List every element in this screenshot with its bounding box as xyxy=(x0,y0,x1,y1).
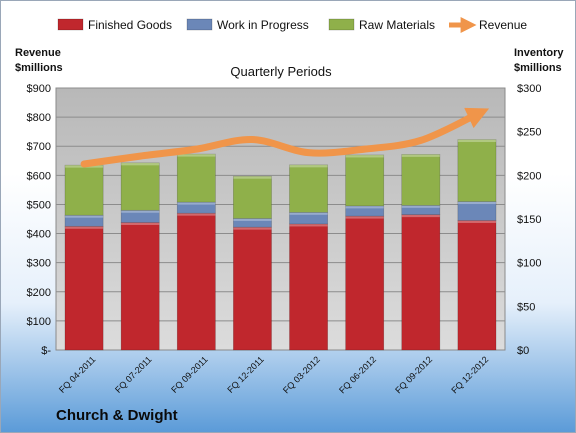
bar-raw-materials xyxy=(233,175,272,219)
bar-top-highlight xyxy=(233,227,272,230)
right-axis-title-line1: Inventory xyxy=(514,47,564,59)
right-tick-label: $150 xyxy=(517,214,541,226)
bar-raw-materials xyxy=(457,139,497,202)
left-tick-label: $600 xyxy=(27,170,51,182)
bar-finished-goods xyxy=(64,225,104,351)
left-tick-label: $700 xyxy=(27,141,51,153)
legend-swatch xyxy=(328,18,355,31)
legend: Finished Goods Work in Progress Raw Materi… xyxy=(57,16,527,34)
bar-raw-materials xyxy=(176,153,216,203)
bar-finished-goods xyxy=(120,222,160,351)
bar-top-highlight xyxy=(345,216,384,219)
right-tick-label: $250 xyxy=(517,127,541,139)
bar-finished-goods xyxy=(401,214,441,351)
bar-top-highlight xyxy=(401,205,440,208)
x-tick-label: FQ 12-2012 xyxy=(449,354,490,395)
bar-top-highlight xyxy=(457,201,497,205)
right-tick-label: $100 xyxy=(517,258,541,270)
bar-top-highlight xyxy=(457,139,497,143)
plot-title: Quarterly Periods xyxy=(230,64,332,79)
right-tick-label: $50 xyxy=(517,301,535,313)
bar-top-highlight xyxy=(233,176,272,179)
left-axis-ticks: $- $100 $200 $300 $400 $500 $600 $700 $800 $900 xyxy=(27,83,52,357)
x-axis-ticks: FQ 04-2011 FQ 07-2011 FQ 09-2011 FQ 12-2011… xyxy=(57,354,490,395)
x-tick-label: FQ 07-2011 xyxy=(113,354,154,395)
right-tick-label: $300 xyxy=(517,83,541,95)
bar-top-highlight xyxy=(289,164,328,168)
right-tick-label: $200 xyxy=(517,170,541,182)
left-tick-label: $800 xyxy=(27,112,51,124)
left-tick-label: $400 xyxy=(27,229,51,241)
bar-top-highlight xyxy=(457,220,497,223)
x-tick-label: FQ 12-2011 xyxy=(225,354,266,395)
left-tick-label: $500 xyxy=(27,199,51,211)
left-axis-title-line2: $millions xyxy=(15,62,63,74)
bar-top-highlight xyxy=(233,218,272,221)
left-tick-label: $200 xyxy=(27,287,51,299)
right-tick-label: $0 xyxy=(517,345,529,357)
left-tick-label: $300 xyxy=(27,258,51,270)
bar-top-highlight xyxy=(345,205,384,209)
bar-top-highlight xyxy=(121,210,160,213)
company-name: Church & Dwight xyxy=(56,407,178,424)
left-axis-title-line1: Revenue xyxy=(15,47,61,59)
x-tick-label: FQ 03-2012 xyxy=(281,354,322,395)
right-axis-title-line2: $millions xyxy=(514,62,562,74)
bar-work-in-progress xyxy=(457,201,497,221)
bar-top-highlight xyxy=(121,222,160,225)
legend-label: Finished Goods xyxy=(88,18,172,32)
revenue-line xyxy=(80,107,490,168)
left-tick-label: $900 xyxy=(27,83,51,95)
legend-swatch xyxy=(57,18,84,31)
legend-swatch xyxy=(186,18,213,31)
bar-top-highlight xyxy=(401,154,440,157)
bar-top-highlight xyxy=(177,213,216,216)
bar-top-highlight xyxy=(401,214,440,218)
bar-top-highlight xyxy=(289,212,328,215)
bar-top-highlight xyxy=(64,226,104,229)
x-tick-label: FQ 04-2011 xyxy=(57,354,98,395)
x-tick-label: FQ 09-2012 xyxy=(393,354,434,395)
bar-top-highlight xyxy=(345,154,384,158)
legend-label: Work in Progress xyxy=(217,18,309,32)
left-tick-label: $- xyxy=(41,345,51,357)
legend-label: Revenue xyxy=(479,18,527,32)
bar-raw-materials xyxy=(64,164,104,216)
bar-raw-materials xyxy=(120,162,160,211)
bar-finished-goods xyxy=(233,226,272,351)
legend-label: Raw Materials xyxy=(359,18,435,32)
bar-top-highlight xyxy=(289,223,328,227)
bar-finished-goods xyxy=(457,220,497,351)
bar-finished-goods xyxy=(345,215,385,351)
bar-work-in-progress xyxy=(64,214,104,227)
bar-finished-goods xyxy=(289,223,328,351)
right-axis-ticks: $0 $50 $100 $150 $200 $250 $300 xyxy=(517,83,541,357)
bar-top-highlight xyxy=(177,202,216,205)
bar-finished-goods xyxy=(176,212,216,351)
x-tick-label: FQ 09-2011 xyxy=(169,354,210,395)
bar-top-highlight xyxy=(177,154,216,157)
bar-top-highlight xyxy=(121,162,160,166)
bar-raw-materials xyxy=(401,154,441,206)
left-tick-label: $100 xyxy=(27,316,51,328)
bar-raw-materials xyxy=(345,154,385,207)
bar-top-highlight xyxy=(64,215,104,218)
revenue-line-layer xyxy=(80,107,490,168)
bar-series xyxy=(64,139,497,351)
bar-raw-materials xyxy=(289,164,328,213)
x-tick-label: FQ 06-2012 xyxy=(337,354,378,395)
